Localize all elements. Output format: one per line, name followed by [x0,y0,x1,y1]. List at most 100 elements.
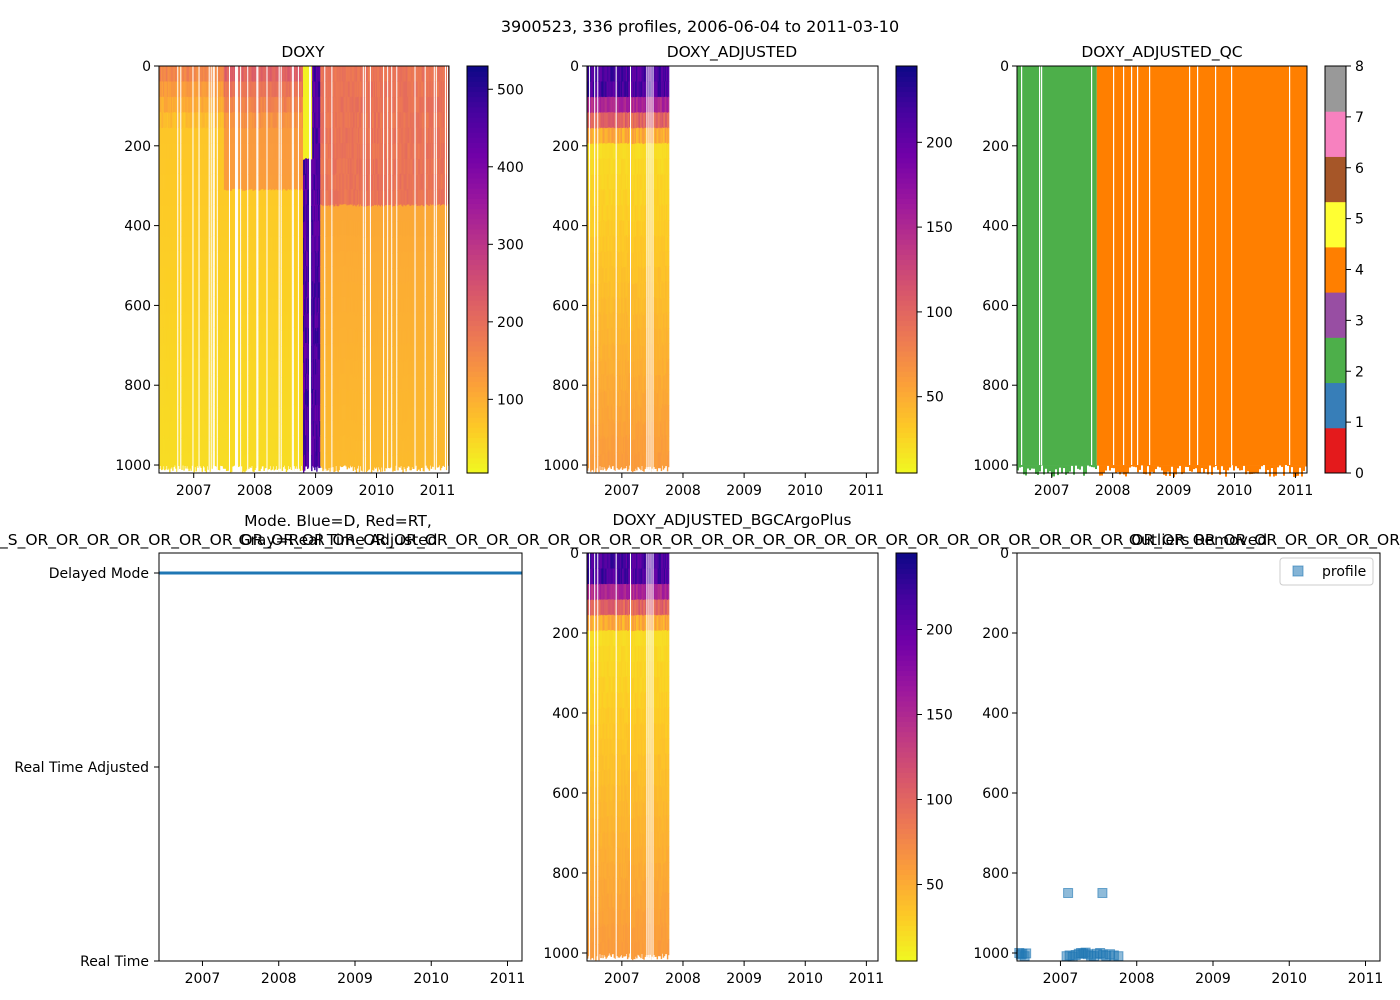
heatmap-cell [271,97,273,113]
heatmap-cell [279,391,282,407]
heatmap-cell [251,296,253,313]
heatmap-cell [194,266,196,283]
heatmap-cell [206,435,209,451]
heatmap-cell [275,373,278,390]
heatmap-cell [167,143,169,160]
heatmap-cell [284,112,287,129]
heatmap-cell [349,96,352,113]
heatmap-cell [337,331,339,348]
heatmap-cell [332,297,334,314]
heatmap-cell [225,455,228,472]
heatmap-cell [268,453,270,470]
heatmap-cell [203,204,206,221]
heatmap-cell [272,342,274,359]
heatmap-cell [204,81,207,98]
heatmap-cell [283,158,286,174]
heatmap-cell [326,454,328,471]
heatmap-cell [282,435,285,452]
heatmap-cell [207,407,210,424]
heatmap-cell [340,435,342,452]
heatmap-cell [243,221,245,238]
heatmap-cell [165,205,167,222]
heatmap-cell [175,282,177,299]
heatmap-cell [162,143,164,160]
heatmap-cell [294,127,297,144]
heatmap-cell [199,81,201,98]
heatmap-cell [202,204,205,221]
heatmap-cell [186,312,188,328]
heatmap-cell [211,390,214,407]
heatmap-cell [311,97,313,114]
heatmap-cell [232,96,234,113]
heatmap-cell [220,204,223,221]
heatmap-cell [248,421,250,438]
heatmap-cell [271,81,273,98]
heatmap-cell [211,437,214,454]
heatmap-cell [259,252,261,269]
heatmap-cell [264,143,266,160]
heatmap-cell [345,419,347,436]
heatmap-cell [241,250,243,267]
heatmap-cell [329,408,331,425]
heatmap-cell [225,392,228,409]
heatmap-cell [285,393,288,410]
heatmap-cell [252,143,254,160]
heatmap-cell [259,424,261,441]
heatmap-cell [308,374,310,391]
heatmap-cell [316,175,318,192]
heatmap-cell [162,314,164,330]
heatmap-cell [176,97,178,114]
heatmap-cell [167,174,169,191]
heatmap-cell [304,330,306,347]
heatmap-cell [168,158,170,175]
heatmap-cell [248,189,250,206]
heatmap-cell [261,450,263,467]
heatmap-cell [289,358,292,375]
heatmap-cell [229,284,232,301]
heatmap-cell [264,390,266,407]
heatmap-cell [285,409,288,426]
heatmap-cell [165,66,167,82]
heatmap-cell [201,253,204,270]
heatmap-cell [217,174,220,191]
heatmap-cell [340,112,342,129]
heatmap-cell [201,206,204,223]
heatmap-cell [336,252,338,269]
heatmap-cell [172,159,174,176]
heatmap-cell [243,66,245,82]
heatmap-cell [197,158,199,175]
heatmap-cell [260,158,262,175]
heatmap-cell [347,343,350,360]
heatmap-cell [253,424,255,441]
heatmap-cell [160,127,162,144]
heatmap-cell [335,373,337,390]
heatmap-cell [225,112,228,129]
heatmap-cell [245,81,247,98]
heatmap-cell [269,296,271,313]
heatmap-cell [204,159,207,176]
heatmap-cell [253,393,255,410]
heatmap-cell [334,66,336,82]
heatmap-cell [211,189,214,206]
heatmap-cell [281,97,284,114]
heatmap-cell [286,190,289,207]
heatmap-cell [169,331,171,348]
heatmap-cell [262,358,264,375]
heatmap-cell [166,404,168,420]
heatmap-cell [327,190,329,207]
heatmap-cell [339,81,341,98]
heatmap-cell [162,360,164,377]
heatmap-cell [307,391,309,408]
heatmap-cell [169,175,171,192]
heatmap-cell [214,265,217,282]
heatmap-cell [279,282,282,299]
heatmap-cell [343,342,345,359]
heatmap-cell [348,297,351,314]
heatmap-cell [167,422,169,439]
heatmap-cell [272,327,274,344]
heatmap-cell [318,220,320,237]
heatmap-cell [169,97,171,114]
heatmap-cell [195,455,197,472]
heatmap-cell [259,346,261,363]
heatmap-cell [348,266,351,283]
